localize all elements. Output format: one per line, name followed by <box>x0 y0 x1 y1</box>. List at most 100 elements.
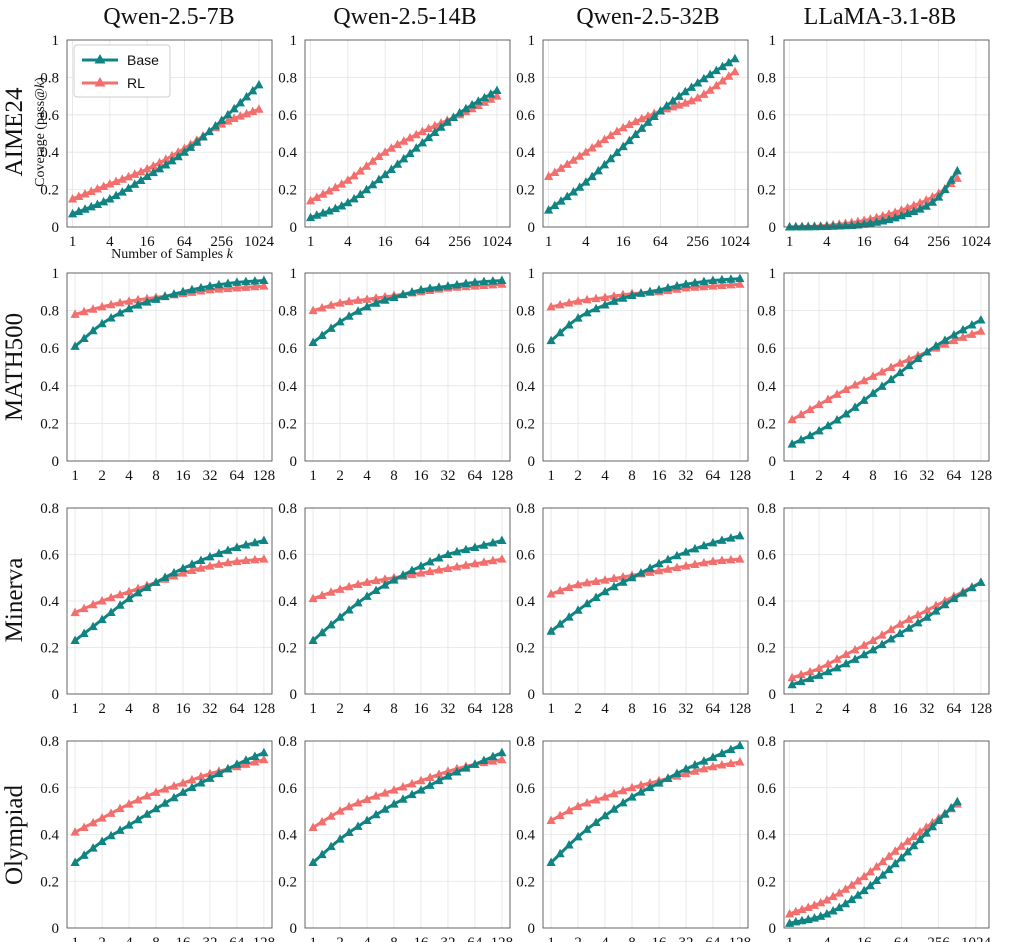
series-marker <box>555 619 565 628</box>
series-marker <box>878 870 888 879</box>
series-marker <box>99 196 109 206</box>
series-marker <box>335 806 345 815</box>
series-marker <box>699 276 709 286</box>
series-marker <box>142 809 152 818</box>
series-marker <box>115 600 125 609</box>
y-tick-label: 0.2 <box>516 874 535 890</box>
column-title: Qwen-2.5-14B <box>333 4 476 30</box>
x-tick-label: 4 <box>363 701 371 717</box>
x-tick-label: 4 <box>125 701 133 717</box>
series-marker <box>259 275 269 285</box>
series-marker <box>949 593 959 603</box>
series-marker <box>967 319 977 329</box>
series-marker <box>74 191 84 200</box>
x-tick-label: 4 <box>106 234 114 250</box>
series-marker <box>371 791 381 800</box>
y-tick-label: 0.2 <box>278 874 297 890</box>
series-marker <box>681 768 691 778</box>
series-marker <box>368 156 378 165</box>
series-marker <box>254 79 264 89</box>
series-marker <box>424 123 434 133</box>
series-marker <box>399 136 409 145</box>
series-marker <box>711 80 721 90</box>
series-marker <box>380 574 390 583</box>
series-marker <box>353 579 363 588</box>
y-tick-label: 0 <box>52 220 60 236</box>
series-marker <box>371 293 381 302</box>
x-tick-label: 4 <box>842 701 850 717</box>
y-tick-label: 0.8 <box>516 734 535 750</box>
series-marker <box>241 282 251 291</box>
series-marker <box>455 107 465 117</box>
legend-rl-label: RL <box>127 75 145 91</box>
series-marker <box>952 796 962 806</box>
x-tick-label: 1 <box>786 234 794 250</box>
series-marker <box>591 592 601 601</box>
series-marker <box>717 759 727 769</box>
x-tick-label: 1 <box>71 935 79 942</box>
series-marker <box>148 160 158 170</box>
series-marker <box>124 586 134 596</box>
x-tick-label: 16 <box>378 234 394 250</box>
series-marker <box>434 282 444 291</box>
series-marker <box>600 792 610 801</box>
series-marker <box>847 880 857 889</box>
series-marker <box>223 557 233 567</box>
y-tick-label: 0.6 <box>516 341 535 357</box>
series-marker <box>555 848 565 858</box>
series-marker <box>97 301 107 311</box>
series-marker <box>705 85 715 94</box>
series-marker <box>380 804 390 813</box>
y-tick-label: 0.6 <box>757 781 776 797</box>
series-marker <box>223 283 233 293</box>
series-marker <box>735 273 745 283</box>
series-marker <box>198 132 208 141</box>
series-marker <box>976 577 986 586</box>
series-marker <box>890 207 900 216</box>
series-marker <box>915 827 925 836</box>
y-tick-label: 0.6 <box>278 108 297 124</box>
series-marker <box>425 780 435 789</box>
series-marker <box>88 817 98 827</box>
y-tick-label: 0.4 <box>278 594 297 610</box>
y-tick-label: 0.8 <box>757 70 776 86</box>
series-marker <box>847 894 857 904</box>
series-marker <box>859 649 869 659</box>
series-marker <box>726 758 736 768</box>
y-tick-label: 0.2 <box>40 183 59 199</box>
series-marker <box>609 581 619 591</box>
y-tick-label: 0.2 <box>40 641 59 657</box>
series-marker <box>452 279 462 289</box>
series-marker <box>618 797 628 807</box>
series-marker <box>317 302 327 312</box>
series-marker <box>344 801 354 811</box>
series-marker <box>582 824 592 833</box>
series-marker <box>672 768 682 778</box>
series-marker <box>430 127 440 136</box>
series-marker <box>693 78 703 87</box>
series-marker <box>796 409 806 419</box>
series-marker <box>308 635 318 645</box>
series-marker <box>600 810 610 820</box>
series-marker <box>434 769 444 778</box>
x-tick-label: 64 <box>229 468 245 484</box>
x-tick-label: 64 <box>653 234 669 250</box>
series-marker <box>142 791 152 800</box>
series-marker <box>229 113 239 122</box>
series-marker <box>853 890 863 899</box>
series-marker <box>922 605 932 614</box>
y-tick-label: 0.8 <box>516 304 535 320</box>
x-tick-label: 1 <box>309 935 317 942</box>
series-marker <box>497 754 507 764</box>
series-marker <box>312 210 322 219</box>
series-marker <box>326 300 336 309</box>
x-tick-label: 32 <box>202 468 217 484</box>
x-tick-label: 32 <box>678 701 693 717</box>
series-marker <box>229 103 239 113</box>
series-marker <box>663 773 673 782</box>
series-marker <box>115 803 125 813</box>
x-tick-label: 1 <box>309 468 317 484</box>
series-marker <box>106 299 116 309</box>
series-marker <box>80 188 90 198</box>
x-tick-label: 2 <box>336 935 344 942</box>
